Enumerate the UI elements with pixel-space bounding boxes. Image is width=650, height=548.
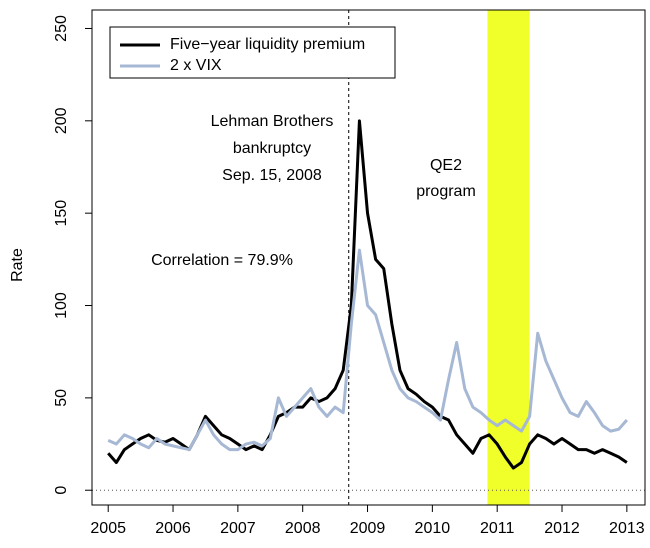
x-tick-label: 2012 bbox=[544, 520, 580, 537]
y-tick-label: 200 bbox=[53, 107, 70, 134]
x-tick-label: 2005 bbox=[90, 520, 126, 537]
legend-label: Five−year liquidity premium bbox=[170, 36, 365, 53]
annotation: Sep. 15, 2008 bbox=[222, 167, 322, 184]
x-tick-label: 2009 bbox=[350, 520, 386, 537]
series-line bbox=[107, 119, 628, 470]
annotation: Correlation = 79.9% bbox=[151, 252, 293, 269]
annotation: QE2 bbox=[430, 157, 462, 174]
legend-box bbox=[109, 26, 396, 79]
y-tick-label: 50 bbox=[53, 389, 70, 407]
legend-label: 2 x VIX bbox=[170, 57, 222, 74]
y-axis-label: Rate bbox=[9, 248, 26, 282]
annotation: Lehman Brothers bbox=[211, 113, 334, 130]
y-tick-label: 150 bbox=[53, 200, 70, 227]
series-line bbox=[107, 248, 628, 452]
y-tick-label: 0 bbox=[53, 486, 70, 495]
annotation: program bbox=[416, 183, 476, 200]
series-layer bbox=[107, 119, 628, 470]
x-tick-label: 2007 bbox=[220, 520, 256, 537]
x-tick-label: 2011 bbox=[480, 520, 515, 537]
legend: Five−year liquidity premium 2 x VIX bbox=[109, 26, 396, 79]
annotation: bankruptcy bbox=[233, 140, 311, 157]
x-tick-label: 2008 bbox=[285, 520, 321, 537]
x-tick-label: 2006 bbox=[155, 520, 191, 537]
plot-frame bbox=[91, 9, 646, 506]
x-tick-label: 2010 bbox=[415, 520, 451, 537]
y-tick-label: 250 bbox=[53, 15, 70, 42]
x-tick-label: 2013 bbox=[609, 520, 645, 537]
y-tick-label: 100 bbox=[53, 292, 70, 319]
